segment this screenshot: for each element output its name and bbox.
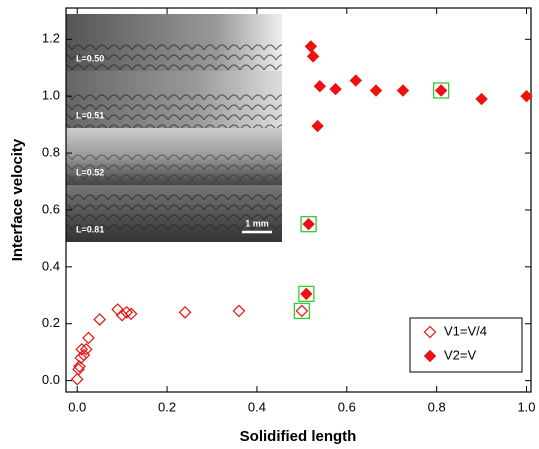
x-tick-label: 0.6 bbox=[338, 399, 356, 414]
data-point bbox=[295, 304, 309, 318]
legend-marker bbox=[423, 325, 437, 339]
highlight-box bbox=[298, 285, 315, 303]
data-point bbox=[82, 331, 95, 345]
legend-label: V1=V/4 bbox=[444, 323, 487, 338]
highlight-box bbox=[293, 302, 311, 320]
data-point bbox=[520, 89, 533, 103]
x-axis-title: Solidified length bbox=[240, 428, 357, 445]
data-point bbox=[120, 306, 134, 319]
data-point bbox=[475, 92, 488, 106]
y-tick-label: 0.4 bbox=[42, 258, 60, 273]
inset-label: L=0.51 bbox=[76, 110, 104, 120]
y-axis-title: Interface velocity bbox=[9, 138, 26, 261]
y-tick-label: 0.8 bbox=[42, 145, 60, 160]
data-point bbox=[232, 304, 246, 318]
y-tick-label: 0.6 bbox=[42, 201, 60, 216]
data-point bbox=[73, 360, 86, 373]
inset-image bbox=[66, 14, 282, 242]
legend-marker bbox=[423, 349, 437, 363]
highlight-box bbox=[432, 82, 450, 99]
data-point bbox=[329, 82, 342, 96]
data-point bbox=[304, 40, 318, 53]
scale-bar-label: 1 mm bbox=[245, 218, 269, 228]
data-point bbox=[396, 84, 410, 97]
data-point bbox=[70, 372, 84, 386]
y-tick-label: 0.2 bbox=[42, 315, 60, 330]
data-point bbox=[434, 84, 448, 97]
legend-label: V2=V bbox=[444, 347, 476, 362]
inset-label: L=0.52 bbox=[76, 167, 104, 177]
y-tick-label: 0.0 bbox=[42, 372, 60, 387]
x-tick-label: 1.0 bbox=[517, 399, 535, 414]
data-point bbox=[311, 119, 324, 133]
data-point bbox=[75, 342, 89, 356]
data-point bbox=[124, 307, 138, 321]
x-tick-label: 0.8 bbox=[428, 399, 446, 414]
y-tick-label: 1.0 bbox=[42, 88, 60, 103]
data-point bbox=[79, 342, 93, 356]
x-tick-label: 0.0 bbox=[68, 399, 86, 414]
x-tick-label: 0.4 bbox=[248, 399, 266, 414]
data-point bbox=[74, 351, 88, 365]
inset-label: L=0.81 bbox=[76, 224, 104, 234]
data-point bbox=[313, 80, 327, 93]
data-point bbox=[349, 74, 362, 87]
inset-label: L=0.50 bbox=[76, 53, 104, 63]
data-point bbox=[369, 84, 383, 97]
x-tick-label: 0.2 bbox=[158, 399, 176, 414]
data-point bbox=[302, 217, 315, 231]
data-point bbox=[300, 287, 313, 301]
highlight-box bbox=[300, 216, 317, 233]
data-point bbox=[306, 50, 320, 63]
plot-frame bbox=[65, 7, 532, 393]
y-tick-label: 1.2 bbox=[42, 31, 60, 46]
data-point bbox=[93, 313, 107, 326]
data-point bbox=[178, 306, 192, 319]
